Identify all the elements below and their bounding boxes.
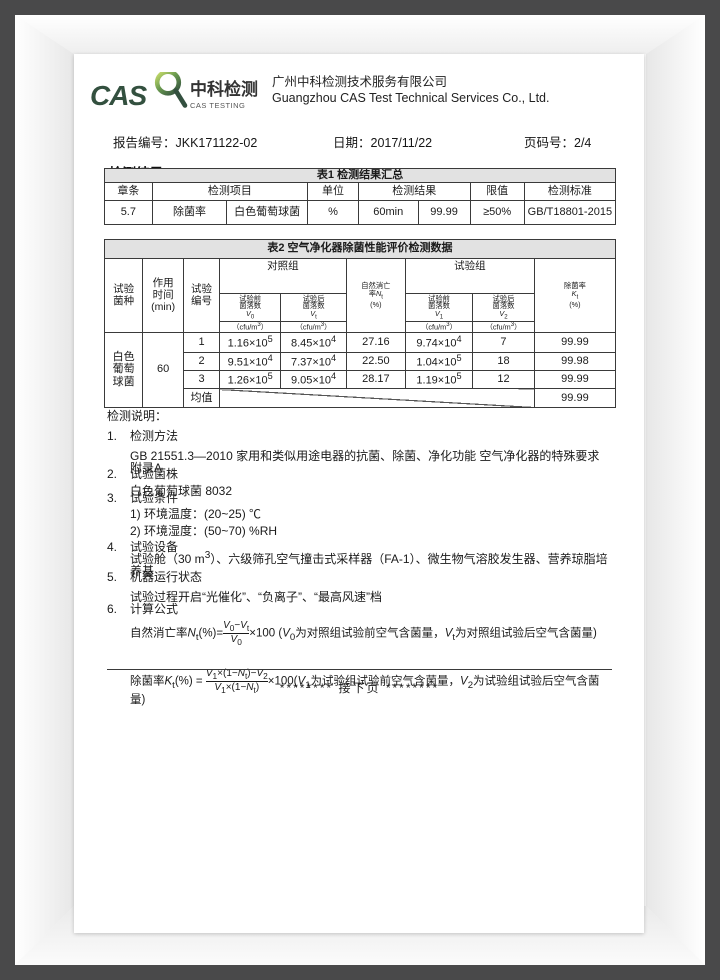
svg-text:中科检测: 中科检测 (190, 79, 258, 99)
svg-text:CAS: CAS (90, 80, 147, 111)
svg-text:CAS TESTING: CAS TESTING (190, 101, 245, 110)
